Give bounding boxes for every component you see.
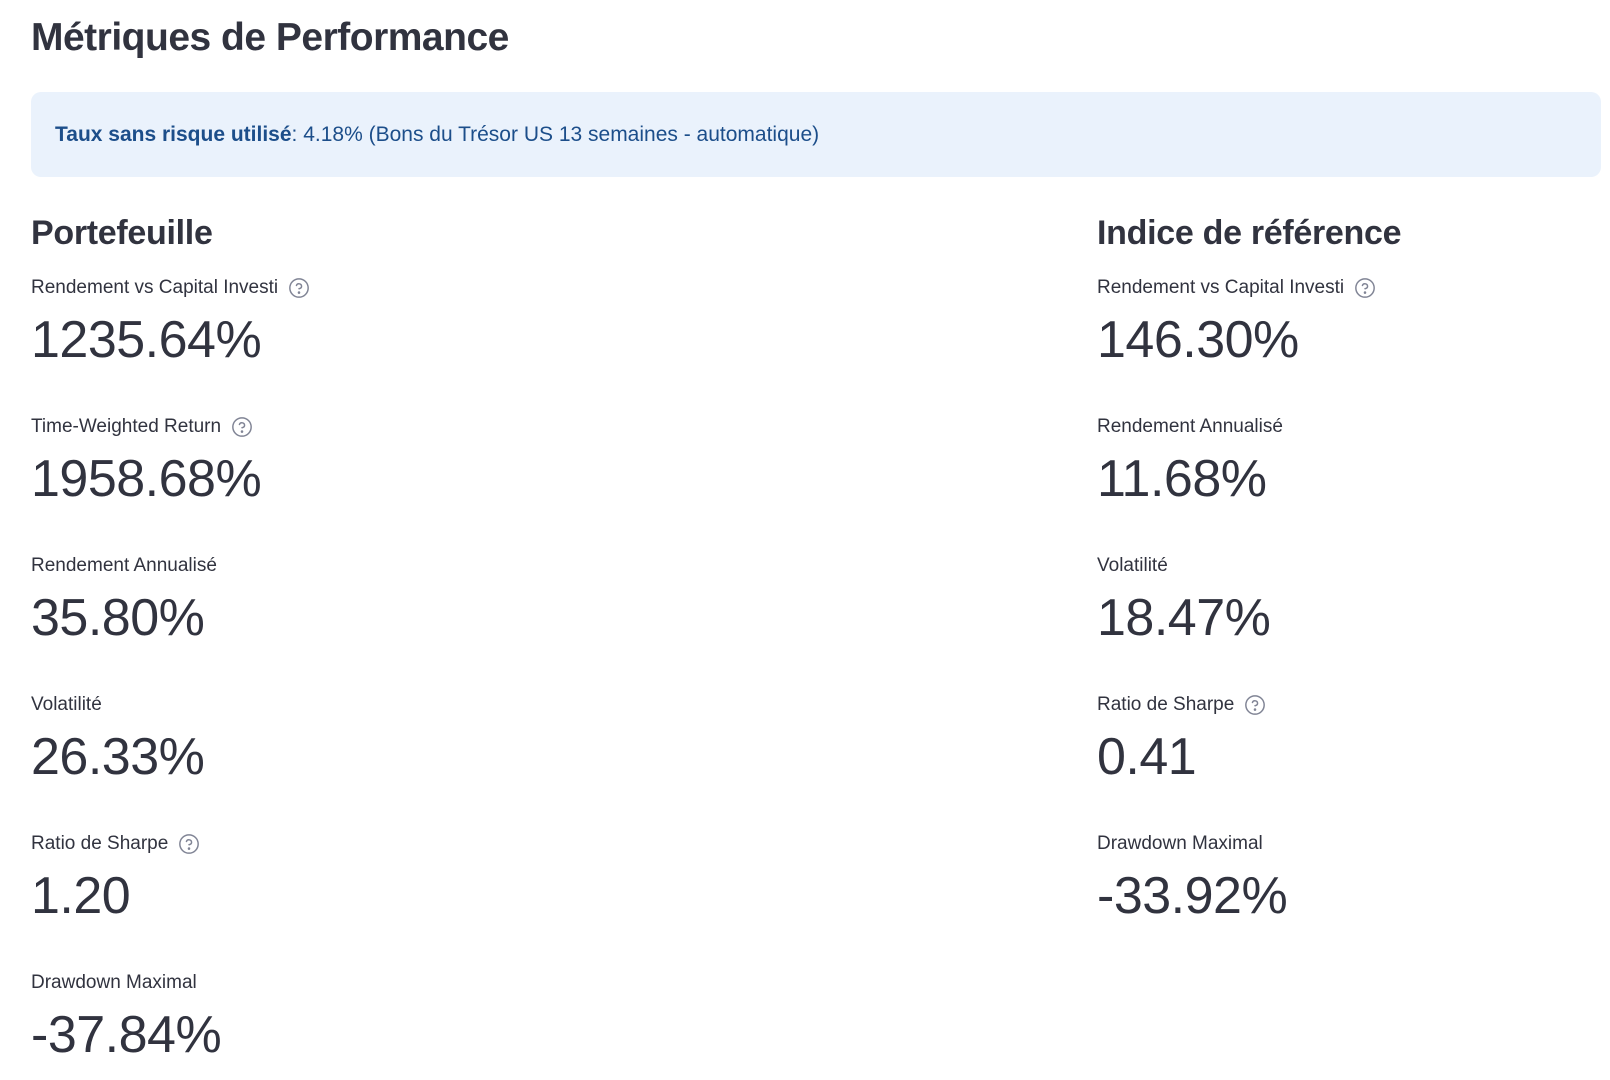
metric-label-container: Time-Weighted Return bbox=[31, 413, 1031, 441]
metric-label: Rendement vs Capital Investi bbox=[1097, 277, 1345, 298]
question-circle-icon[interactable] bbox=[1354, 277, 1376, 299]
metric-value: 0.41 bbox=[1097, 728, 1197, 786]
portfolio-metric-rendement-annualise: Rendement Annualisé 35.80% bbox=[31, 552, 1031, 691]
metric-label-container: Rendement vs Capital Investi bbox=[1097, 274, 1597, 302]
metric-value: 26.33% bbox=[31, 728, 205, 786]
question-circle-icon[interactable] bbox=[1244, 694, 1266, 716]
metric-label: Rendement Annualisé bbox=[1097, 416, 1283, 437]
metric-label-container: Ratio de Sharpe bbox=[1097, 691, 1597, 719]
portfolio-metric-drawdown-maximal: Drawdown Maximal -37.84% bbox=[31, 969, 1031, 1080]
metric-value: 1235.64% bbox=[31, 311, 262, 369]
question-circle-icon[interactable] bbox=[288, 277, 310, 299]
portfolio-metric-time-weighted-return: Time-Weighted Return 1958.68% bbox=[31, 413, 1031, 552]
benchmark-metric-volatilite: Volatilité 18.47% bbox=[1097, 552, 1597, 691]
metric-label: Time-Weighted Return bbox=[31, 416, 222, 437]
risk-free-rate-info-box: Taux sans risque utilisé: 4.18% (Bons du… bbox=[31, 92, 1601, 177]
benchmark-metric-rendement-annualise: Rendement Annualisé 11.68% bbox=[1097, 413, 1597, 552]
metric-label-container: Drawdown Maximal bbox=[1097, 830, 1597, 858]
portfolio-column: Portefeuille Rendement vs Capital Invest… bbox=[31, 210, 1031, 1080]
metric-label-container: Ratio de Sharpe bbox=[31, 830, 1031, 858]
metric-value: 18.47% bbox=[1097, 589, 1271, 647]
benchmark-metrics-list: Rendement vs Capital Investi 146.30% Rende… bbox=[1097, 274, 1597, 969]
benchmark-metric-drawdown-maximal: Drawdown Maximal -33.92% bbox=[1097, 830, 1597, 969]
page-title: Métriques de Performance bbox=[31, 16, 509, 59]
metric-value: 146.30% bbox=[1097, 311, 1299, 369]
metric-label-container: Drawdown Maximal bbox=[31, 969, 1031, 997]
metric-label: Rendement Annualisé bbox=[31, 555, 217, 576]
benchmark-section-title: Indice de référence bbox=[1097, 214, 1402, 252]
portfolio-metrics-list: Rendement vs Capital Investi 1235.64% Time… bbox=[31, 274, 1031, 1080]
metric-label: Rendement vs Capital Investi bbox=[31, 277, 279, 298]
metric-label-container: Volatilité bbox=[31, 691, 1031, 719]
metric-label: Volatilité bbox=[1097, 555, 1168, 576]
metric-label: Ratio de Sharpe bbox=[1097, 694, 1235, 715]
question-circle-icon[interactable] bbox=[231, 416, 253, 438]
portfolio-metric-rendement-vs-capital-investi: Rendement vs Capital Investi 1235.64% bbox=[31, 274, 1031, 413]
question-circle-icon[interactable] bbox=[178, 833, 200, 855]
metric-label-container: Rendement vs Capital Investi bbox=[31, 274, 1031, 302]
metric-label: Drawdown Maximal bbox=[1097, 833, 1263, 854]
benchmark-metric-rendement-vs-capital-investi: Rendement vs Capital Investi 146.30% bbox=[1097, 274, 1597, 413]
metric-value: 1958.68% bbox=[31, 450, 262, 508]
portfolio-metric-ratio-de-sharpe: Ratio de Sharpe 1.20 bbox=[31, 830, 1031, 969]
metric-value: 11.68% bbox=[1097, 450, 1267, 508]
portfolio-section-title: Portefeuille bbox=[31, 214, 213, 252]
metric-label: Ratio de Sharpe bbox=[31, 833, 169, 854]
metric-value: -33.92% bbox=[1097, 867, 1288, 925]
metric-label: Volatilité bbox=[31, 694, 102, 715]
risk-free-rate-label: Taux sans risque utilisé bbox=[55, 122, 292, 146]
metric-label-container: Rendement Annualisé bbox=[1097, 413, 1597, 441]
metric-label-container: Rendement Annualisé bbox=[31, 552, 1031, 580]
metric-value: -37.84% bbox=[31, 1006, 222, 1064]
portfolio-metric-volatilite: Volatilité 26.33% bbox=[31, 691, 1031, 830]
metric-label-container: Volatilité bbox=[1097, 552, 1597, 580]
risk-free-rate-text: : 4.18% (Bons du Trésor US 13 semaines -… bbox=[291, 122, 820, 146]
metric-label: Drawdown Maximal bbox=[31, 972, 197, 993]
benchmark-metric-ratio-de-sharpe: Ratio de Sharpe 0.41 bbox=[1097, 691, 1597, 830]
benchmark-column: Indice de référence Rendement vs Capital… bbox=[1097, 210, 1597, 969]
metric-value: 1.20 bbox=[31, 867, 131, 925]
metric-value: 35.80% bbox=[31, 589, 205, 647]
